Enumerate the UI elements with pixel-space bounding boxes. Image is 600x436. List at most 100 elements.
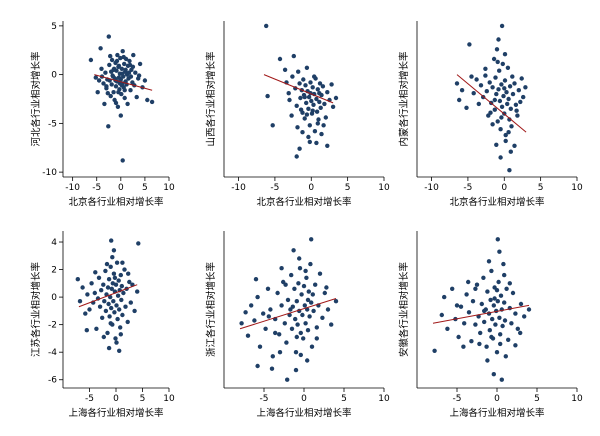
data-point: [115, 293, 121, 298]
data-point: [305, 297, 311, 303]
x-tick-label: 10: [163, 183, 175, 193]
data-point: [507, 84, 513, 89]
data-point: [99, 66, 104, 72]
data-point: [307, 123, 312, 128]
fit-line: [78, 284, 138, 308]
data-point: [288, 307, 293, 312]
data-point: [115, 104, 121, 110]
data-point: [296, 281, 301, 286]
data-point: [127, 279, 132, 285]
fit-line: [456, 74, 527, 133]
data-point: [515, 113, 520, 118]
data-point: [503, 354, 508, 359]
scatter-panel-zhejiang: -5 0 5 10 上海各行业相对增长率 浙江各行业相对增长率: [205, 231, 390, 419]
data-point: [301, 77, 306, 82]
data-point: [257, 344, 263, 349]
data-point: [249, 303, 254, 308]
data-point: [325, 143, 330, 148]
data-point: [101, 282, 106, 287]
data-point: [103, 268, 108, 274]
data-point: [499, 104, 505, 110]
data-point: [496, 37, 501, 42]
data-point: [483, 73, 488, 78]
data-point: [309, 237, 314, 242]
data-point: [75, 277, 81, 282]
data-point: [109, 82, 114, 87]
data-point: [301, 336, 306, 341]
data-point: [103, 70, 108, 75]
data-point: [510, 91, 516, 97]
data-point: [100, 315, 105, 320]
data-point: [142, 78, 148, 83]
data-point: [286, 91, 291, 96]
data-point: [519, 76, 524, 81]
data-point: [313, 282, 318, 287]
data-point: [513, 311, 518, 316]
data-point: [526, 307, 532, 312]
data-point: [505, 65, 511, 71]
data-point: [492, 296, 497, 301]
data-point: [239, 321, 244, 326]
data-point: [314, 325, 319, 330]
data-point: [495, 237, 500, 242]
data-point: [498, 332, 503, 337]
scatter-panel-anhui: -5 0 5 10 上海各行业相对增长率 安徽各行业相对增长率: [398, 231, 583, 419]
x-tick-label: -5: [260, 394, 269, 404]
data-point: [116, 90, 121, 95]
data-point: [294, 334, 299, 340]
data-point: [324, 285, 329, 290]
data-point: [494, 47, 500, 52]
data-point: [314, 140, 319, 146]
data-point: [312, 74, 317, 79]
data-point: [114, 58, 120, 64]
data-point: [298, 107, 304, 112]
data-point: [490, 122, 495, 127]
data-point: [275, 290, 280, 296]
data-point: [128, 88, 133, 93]
data-point: [461, 344, 466, 349]
data-point: [314, 109, 320, 114]
data-point: [263, 326, 268, 331]
data-point: [319, 131, 324, 137]
data-point: [323, 115, 328, 120]
x-tick-label: 0: [308, 183, 314, 193]
data-point: [118, 113, 124, 118]
data-point: [287, 97, 292, 103]
data-point: [149, 99, 155, 105]
fit-line: [239, 298, 337, 330]
data-point: [297, 266, 303, 271]
data-point: [458, 304, 464, 309]
x-tick-label: -5: [85, 394, 94, 404]
data-point: [307, 314, 312, 319]
data-point: [329, 322, 334, 327]
data-point: [106, 34, 112, 39]
data-point: [510, 74, 515, 79]
x-tick-label: -5: [463, 183, 472, 193]
data-point: [293, 316, 298, 322]
data-point: [122, 267, 127, 272]
data-point: [120, 260, 125, 265]
data-point: [470, 299, 476, 304]
data-point: [261, 311, 266, 316]
data-point: [284, 340, 289, 345]
data-point: [309, 98, 314, 104]
data-point: [118, 325, 123, 330]
data-point: [450, 286, 455, 291]
data-point: [291, 248, 296, 253]
data-point: [108, 93, 113, 99]
data-point: [325, 90, 330, 95]
data-point: [96, 78, 102, 83]
data-point: [497, 315, 502, 320]
data-point: [305, 358, 310, 363]
data-point: [518, 99, 523, 105]
data-point: [497, 68, 502, 73]
data-point: [473, 322, 478, 327]
data-point: [126, 271, 131, 276]
x-tick-label: 5: [142, 183, 148, 193]
data-point: [105, 330, 110, 336]
data-point: [290, 74, 295, 79]
data-point: [104, 261, 110, 267]
data-point: [293, 367, 299, 373]
data-point: [108, 294, 113, 300]
